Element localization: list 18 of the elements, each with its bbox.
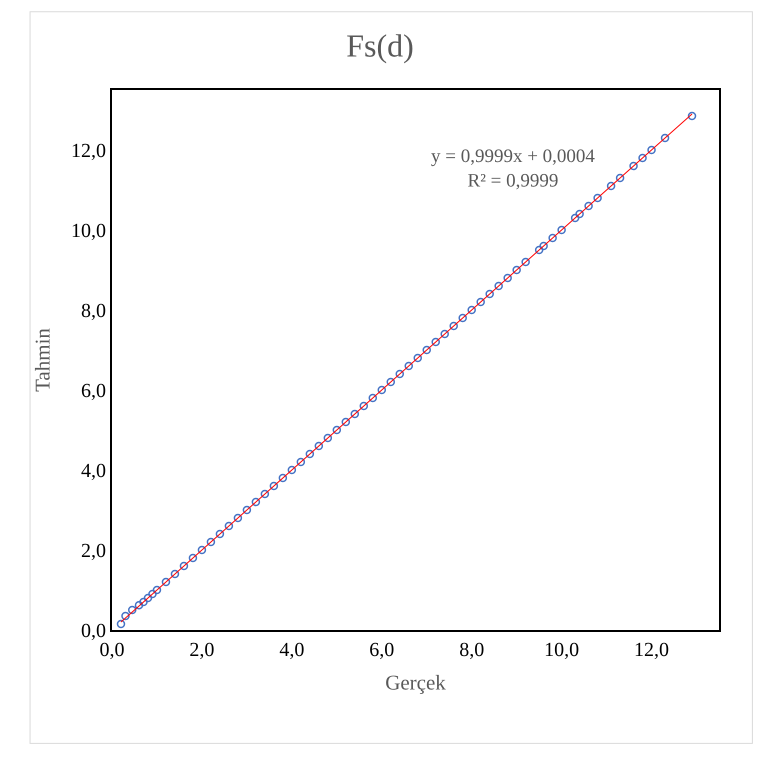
x-tick-label: 12,0 [634, 639, 670, 661]
x-axis-title: Gerçek [385, 670, 446, 695]
y-tick-label: 10,0 [71, 220, 106, 242]
y-tick-label: 0,0 [81, 620, 106, 642]
y-tick-label: 8,0 [81, 300, 106, 322]
y-tick-label: 4,0 [81, 460, 106, 482]
x-tick-label: 10,0 [544, 639, 580, 661]
annotation: y = 0,9999x + 0,0004 R² = 0,9999 [431, 146, 596, 192]
chart-title: Fs(d) [346, 28, 414, 64]
y-tick-label: 2,0 [81, 540, 106, 562]
x-tick-label: 2,0 [189, 639, 214, 661]
x-tick-label: 8,0 [459, 639, 484, 661]
y-tick-label: 6,0 [81, 380, 106, 402]
y-axis-title: Tahmin [30, 328, 55, 392]
x-tick-label: 6,0 [369, 639, 394, 661]
y-tick-label: 12,0 [71, 140, 106, 162]
x-tick-label: 0,0 [100, 639, 124, 661]
x-tick-label: 4,0 [279, 639, 304, 661]
